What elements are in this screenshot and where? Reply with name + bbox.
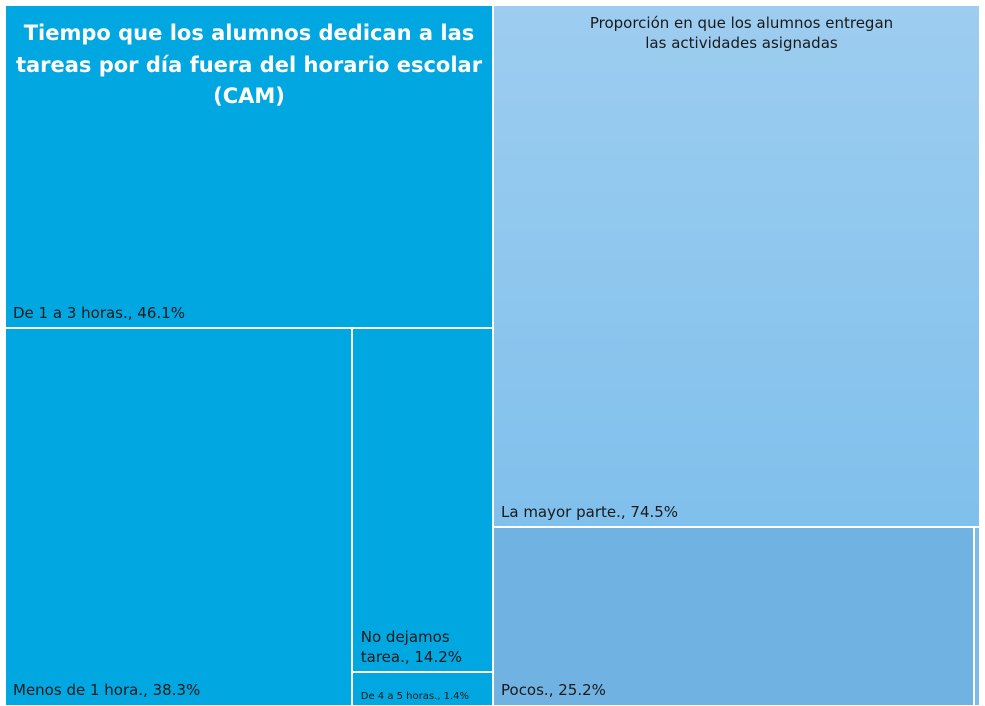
- chart-title: Tiempo que los alumnos dedican a las tar…: [15, 21, 483, 108]
- treemap-cell: Tiempo que los alumnos dedican a las tar…: [5, 5, 493, 329]
- data-label: La mayor parte., 74.5%: [501, 502, 679, 521]
- treemap-cell: Proporción en que los alumnos entregan l…: [493, 5, 980, 528]
- treemap-cell: De 4 a 5 horas., 1.4%: [351, 672, 493, 706]
- data-label: Pocos., 25.2%: [501, 681, 606, 700]
- data-label: Menos de 1 hora., 38.3%: [13, 681, 201, 700]
- data-label: No dejamos tarea., 14.2%: [360, 628, 463, 666]
- chart-title: Proporción en que los alumnos entregan l…: [589, 14, 894, 52]
- treemap-cell: No dejamos tarea., 14.2%: [351, 328, 493, 673]
- treemap-cell: Pocos., 25.2%: [493, 527, 975, 706]
- treemap-cell: [974, 527, 980, 706]
- data-label: De 4 a 5 horas., 1.4%: [360, 690, 470, 702]
- treemap-cell: Menos de 1 hora., 38.3%: [5, 328, 352, 706]
- data-label: De 1 a 3 horas., 46.1%: [13, 303, 185, 322]
